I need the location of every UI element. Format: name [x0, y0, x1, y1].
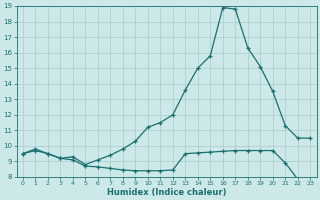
X-axis label: Humidex (Indice chaleur): Humidex (Indice chaleur)	[107, 188, 226, 197]
